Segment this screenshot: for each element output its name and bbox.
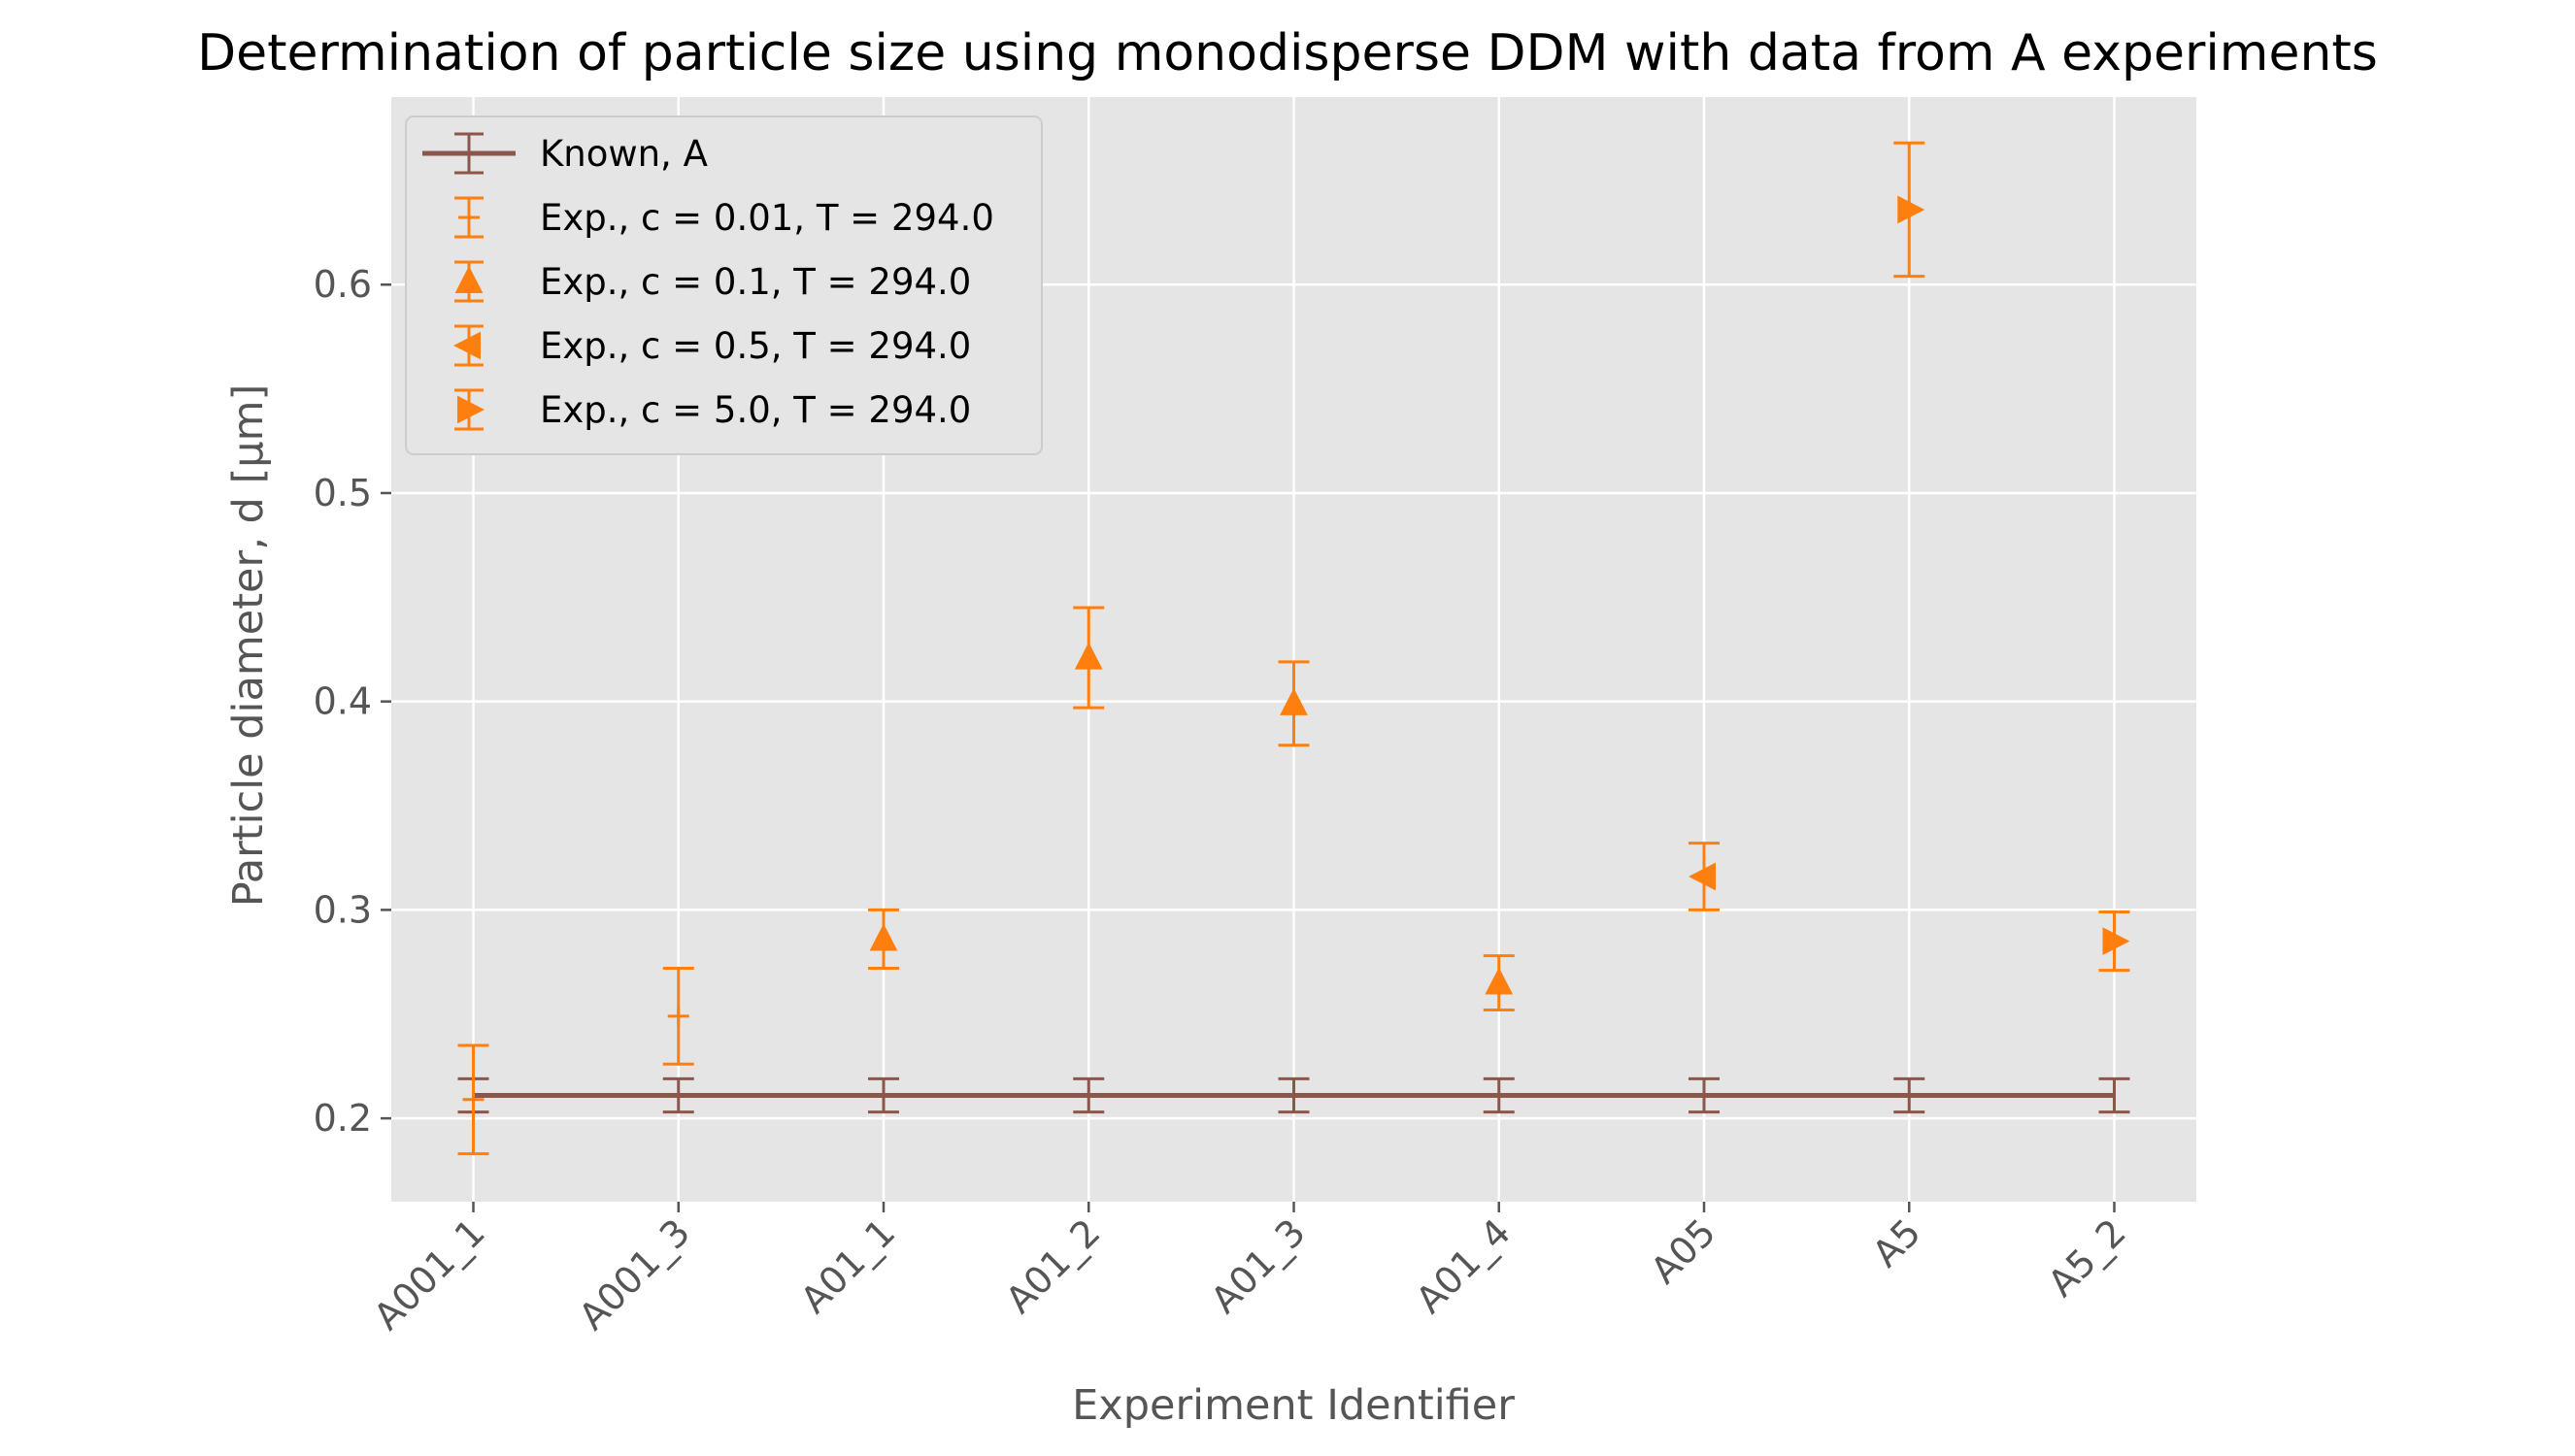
series-2 [868,606,1515,1011]
legend-label: Known, A [540,133,708,175]
legend-marker [458,207,480,228]
data-layer [457,141,2130,1156]
legend-label: Exp., c = 0.1, T = 294.0 [540,261,971,303]
series-4 [1893,141,2130,973]
data-point [869,923,898,951]
data-point [1074,642,1103,670]
y-tick-label: 0.2 [314,1097,372,1140]
legend-box [405,116,1043,455]
y-tick-label: 0.4 [314,680,372,723]
legend-marker [454,266,484,293]
error-bar [1483,1076,1515,1114]
y-axis-label: Particle diameter, d [µm] [224,384,273,908]
y-tick-label: 0.6 [314,263,372,306]
error-bar [868,1076,899,1114]
legend-label: Exp., c = 0.01, T = 294.0 [540,197,994,239]
error-bar [1278,1076,1310,1114]
legend-marker [457,395,485,424]
legend-item: Exp., c = 0.1, T = 294.0 [454,260,971,303]
data-point [1280,687,1308,715]
series-3 [1689,842,1720,911]
data-point [1689,862,1716,891]
error-bar [1893,1076,1925,1114]
data-point [667,1005,689,1027]
chart-title: Determination of particle size using mon… [197,24,2378,83]
legend-item: Known, A [422,132,708,175]
legend-item: Exp., c = 0.5, T = 294.0 [453,324,971,367]
series-1 [457,967,694,1156]
legend-marker [453,331,481,360]
error-bar [1073,1076,1105,1114]
error-bar [662,1076,694,1114]
legend-item: Exp., c = 0.01, T = 294.0 [454,196,994,239]
y-tick-label: 0.5 [314,472,372,514]
error-bar [454,132,484,175]
y-tick-label: 0.3 [314,888,372,931]
error-bar [1689,1076,1720,1114]
legend-item: Exp., c = 5.0, T = 294.0 [454,388,971,431]
data-point [1485,967,1514,995]
error-bar [2098,1076,2130,1114]
legend-label: Exp., c = 5.0, T = 294.0 [540,389,971,431]
x-axis-label: Experiment Identifier [1072,1381,1515,1430]
data-point [2102,927,2130,956]
data-point [462,1088,485,1110]
legend: Known, A Exp., c = 0.01, T = 294.0 Exp., c… [405,116,1043,455]
legend-label: Exp., c = 0.5, T = 294.0 [540,325,971,367]
series-0 [457,1076,2130,1114]
data-point [1897,195,1925,224]
